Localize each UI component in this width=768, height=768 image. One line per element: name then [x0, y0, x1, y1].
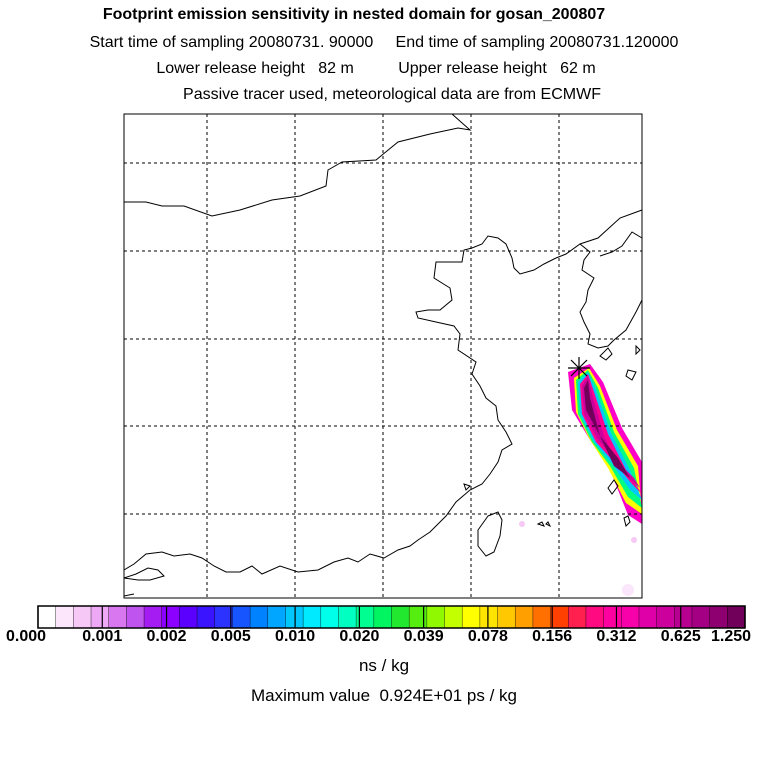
colorbar-swatch [550, 606, 569, 628]
colorbar-tick-label: 0.000 [5, 628, 47, 645]
colorbar-tick-label: 0.002 [146, 628, 187, 645]
colorbar-swatch [479, 606, 498, 628]
colorbar-tick-label: 0.156 [532, 628, 573, 645]
colorbar-tick-label: 1.250 [710, 628, 752, 645]
colorbar-swatch [568, 606, 587, 628]
map-title: Footprint emission sensitivity in nested… [102, 6, 606, 23]
colorbar-swatch [267, 606, 286, 628]
colorbar-swatch [373, 606, 392, 628]
colorbar-swatch [462, 606, 481, 628]
colorbar-swatch [709, 606, 728, 628]
colorbar-tick-label: 0.078 [467, 628, 508, 645]
colorbar-tick-label: 0.312 [596, 628, 637, 645]
colorbar-tick-label: 0.001 [82, 628, 123, 645]
colorbar-swatch [585, 606, 604, 628]
colorbar-swatch [674, 606, 693, 628]
colorbar-swatch [144, 606, 163, 628]
colorbar-swatch [303, 606, 322, 628]
sensitivity-plume [519, 364, 642, 596]
colorbar-swatch [444, 606, 463, 628]
coastlines [123, 113, 643, 597]
colorbar-swatch [55, 606, 74, 628]
colorbar-swatch [126, 606, 145, 628]
colorbar-swatch [691, 606, 710, 628]
colorbar-tick-label: 0.039 [403, 628, 444, 645]
colorbar-swatch [356, 606, 375, 628]
colorbar-swatch [38, 606, 56, 628]
colorbar-swatch [214, 606, 233, 628]
colorbar-tick-label: 0.010 [275, 628, 316, 645]
colorbar-swatch [320, 606, 339, 628]
colorbar-swatch [179, 606, 198, 628]
colorbar-swatch [409, 606, 428, 628]
colorbar-swatch [638, 606, 657, 628]
colorbar-swatch [285, 606, 304, 628]
colorbar-swatch [532, 606, 551, 628]
colorbar-swatch [621, 606, 640, 628]
colorbar-tick-label: 0.005 [210, 628, 251, 645]
colorbar-swatch [161, 606, 180, 628]
maximum-value: Maximum value 0.924E+01 ps / kg [251, 686, 517, 705]
colorbar-swatch [426, 606, 445, 628]
colorbar-swatch [656, 606, 675, 628]
colorbar-swatch [91, 606, 109, 628]
colorbar-swatch [232, 606, 251, 628]
colorbar-swatch [497, 606, 516, 628]
sampling-time-line: Start time of sampling 20080731. 90000 E… [89, 34, 679, 51]
receptor-marker-icon [568, 357, 590, 379]
colorbar-swatch [250, 606, 269, 628]
colorbar-tick-label: 0.020 [339, 628, 380, 645]
colorbar-swatch [603, 606, 622, 628]
tracer-line: Passive tracer used, meteorological data… [183, 86, 601, 103]
colorbar-swatch [391, 606, 410, 628]
graticule [124, 114, 642, 598]
colorbar [37, 605, 746, 629]
colorbar-swatch [338, 606, 357, 628]
colorbar-swatch [73, 606, 92, 628]
colorbar-units: ns / kg [358, 656, 410, 675]
release-height-line: Lower release height 82 m Upper release … [156, 60, 596, 77]
colorbar-swatch [197, 606, 216, 628]
colorbar-tick-label: 0.625 [660, 628, 701, 645]
colorbar-swatch [108, 606, 127, 628]
colorbar-swatch [515, 606, 534, 628]
colorbar-swatch [727, 606, 746, 628]
